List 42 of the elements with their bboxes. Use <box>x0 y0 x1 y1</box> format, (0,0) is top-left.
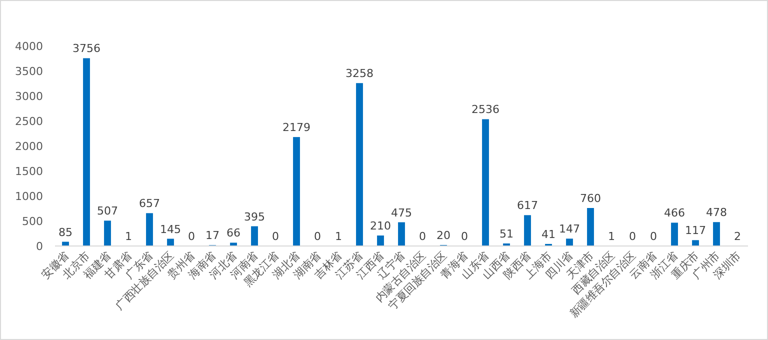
y-tick-label: 2000 <box>15 140 43 153</box>
data-label: 2 <box>734 230 741 243</box>
data-label: 3258 <box>346 67 374 80</box>
data-label: 0 <box>461 230 468 243</box>
data-label: 0 <box>314 230 321 243</box>
data-label: 85 <box>58 226 72 239</box>
y-tick-label: 3000 <box>15 90 43 103</box>
data-label: 2179 <box>282 121 310 134</box>
data-label: 1 <box>125 230 132 243</box>
data-label: 0 <box>650 230 657 243</box>
data-label: 145 <box>160 222 181 236</box>
data-label: 0 <box>419 230 426 243</box>
data-label: 117 <box>685 224 706 238</box>
data-label: 0 <box>629 230 636 243</box>
data-label: 17 <box>206 229 220 242</box>
data-label: 41 <box>542 228 556 241</box>
y-tick-label: 4000 <box>15 40 43 53</box>
y-tick-label: 3500 <box>15 65 43 78</box>
data-label: 3756 <box>72 42 100 56</box>
data-label: 20 <box>436 229 450 242</box>
data-label: 760 <box>580 192 601 205</box>
data-label: 1 <box>335 230 342 243</box>
y-tick-label: 0 <box>36 240 43 253</box>
y-tick-label: 500 <box>22 215 43 228</box>
y-tick-label: 1500 <box>15 165 43 178</box>
data-label: 2536 <box>472 103 500 116</box>
data-label: 0 <box>188 230 195 243</box>
data-label: 507 <box>97 204 118 218</box>
data-label: 475 <box>391 206 412 220</box>
data-label: 466 <box>664 206 685 220</box>
y-tick-label: 1000 <box>15 190 43 203</box>
data-label: 478 <box>706 206 727 220</box>
data-label: 147 <box>559 222 580 236</box>
data-label: 657 <box>139 197 160 210</box>
data-label: 395 <box>244 210 265 224</box>
y-tick-label: 2500 <box>15 115 43 128</box>
data-label: 51 <box>500 227 514 240</box>
data-label: 1 <box>608 230 615 243</box>
data-label: 0 <box>272 230 279 243</box>
data-label: 210 <box>370 220 391 232</box>
data-label: 617 <box>517 199 538 212</box>
data-label: 66 <box>226 226 240 240</box>
